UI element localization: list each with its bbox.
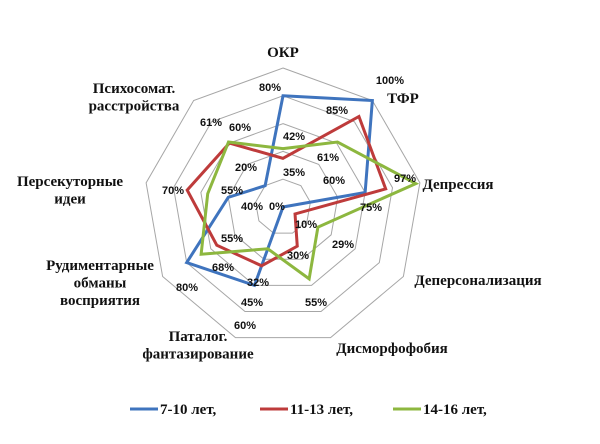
axis-label: Паталог.	[169, 329, 228, 345]
axis-label: Деперсонализация	[414, 273, 541, 289]
axis-label: расстройства	[89, 99, 180, 115]
data-label: 0%	[269, 201, 285, 213]
axis-label: фантазирование	[142, 347, 254, 363]
axis-label: Персекуторные	[17, 174, 123, 190]
data-label: 55%	[305, 297, 327, 309]
data-label: 20%	[235, 162, 257, 174]
data-label: 60%	[323, 175, 345, 187]
grid-ring	[200, 123, 366, 286]
data-label: 45%	[241, 297, 263, 309]
data-label: 30%	[287, 250, 309, 262]
legend-label: 14-16 лет,	[423, 402, 487, 418]
data-label: 60%	[229, 122, 251, 134]
axis-label: Рудиментарные	[46, 258, 154, 274]
data-label: 97%	[394, 173, 416, 185]
data-label: 80%	[259, 82, 281, 94]
data-label: 61%	[200, 117, 222, 129]
data-label: 10%	[295, 219, 317, 231]
axis-label: обманы	[74, 276, 127, 292]
data-label: 32%	[247, 277, 269, 289]
data-label: 70%	[162, 185, 184, 197]
series-line-3	[199, 140, 420, 282]
grid-ring	[145, 67, 421, 339]
axis-label: восприятия	[60, 293, 140, 309]
axis-label: Дисморфофобия	[336, 341, 448, 357]
axis-label: идеи	[54, 192, 86, 208]
data-label: 40%	[241, 201, 263, 213]
data-label: 55%	[221, 233, 243, 245]
data-label: 100%	[376, 75, 404, 87]
data-label: 60%	[234, 320, 256, 332]
legend-label: 7-10 лет,	[160, 402, 217, 418]
data-label: 61%	[317, 152, 339, 164]
data-label: 75%	[360, 202, 382, 214]
data-label: 80%	[176, 282, 198, 294]
data-label: 29%	[332, 239, 354, 251]
grid-ring	[255, 178, 311, 234]
axis-label: Психосомат.	[93, 81, 176, 97]
axis-label: ОКР	[267, 45, 299, 61]
data-label: 55%	[221, 185, 243, 197]
data-label: 68%	[212, 262, 234, 274]
data-label: 85%	[326, 105, 348, 117]
axis-label: Депрессия	[422, 177, 493, 193]
data-label: 42%	[283, 131, 305, 143]
data-label: 35%	[283, 167, 305, 179]
axis-label: ТФР	[387, 91, 419, 107]
legend-label: 11-13 лет,	[290, 402, 353, 418]
